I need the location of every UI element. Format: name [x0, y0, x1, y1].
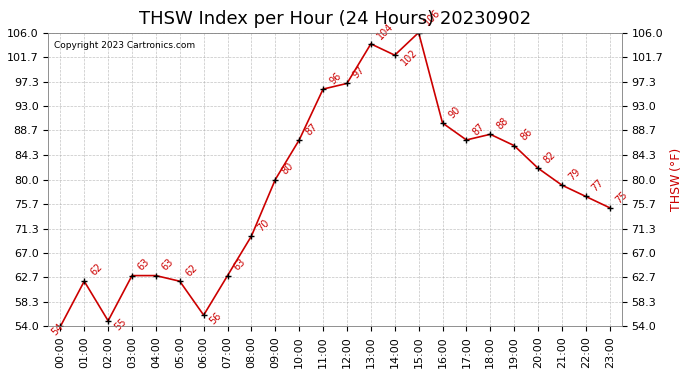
Text: 62: 62 [184, 262, 200, 279]
Text: 56: 56 [208, 310, 224, 326]
Text: 106: 106 [423, 7, 443, 27]
Title: THSW Index per Hour (24 Hours) 20230902: THSW Index per Hour (24 Hours) 20230902 [139, 10, 531, 28]
Text: 70: 70 [255, 217, 271, 233]
Text: 80: 80 [279, 161, 295, 177]
Text: 96: 96 [327, 70, 343, 86]
Text: 63: 63 [232, 257, 248, 273]
Text: 104: 104 [375, 21, 395, 41]
Text: 87: 87 [471, 122, 486, 137]
Text: Copyright 2023 Cartronics.com: Copyright 2023 Cartronics.com [54, 41, 195, 50]
Y-axis label: THSW (°F): THSW (°F) [670, 148, 683, 211]
Text: 79: 79 [566, 166, 582, 182]
Text: 88: 88 [495, 116, 510, 132]
Text: 82: 82 [542, 150, 558, 165]
Text: 90: 90 [446, 105, 462, 120]
Text: 75: 75 [614, 189, 630, 205]
Text: 54: 54 [49, 322, 65, 338]
Text: 77: 77 [590, 178, 606, 194]
Text: 63: 63 [136, 257, 152, 273]
Text: 97: 97 [351, 65, 367, 81]
Text: 55: 55 [112, 316, 128, 332]
Text: 62: 62 [88, 261, 104, 277]
Text: 86: 86 [518, 127, 534, 143]
Text: 87: 87 [304, 122, 319, 137]
Text: 102: 102 [399, 48, 419, 68]
Text: 63: 63 [160, 257, 176, 273]
